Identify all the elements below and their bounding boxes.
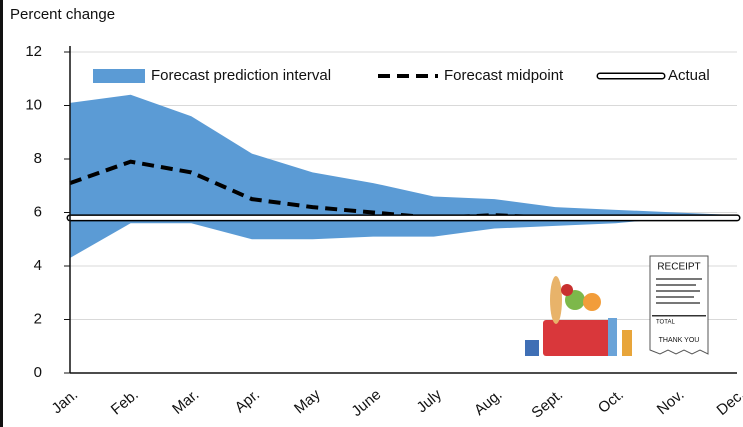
x-tick-label: Apr. — [232, 386, 263, 416]
x-tick-label: Mar. — [169, 386, 202, 418]
grocery-illustration — [525, 276, 632, 356]
x-tick-label: Oct. — [595, 386, 627, 417]
legend-swatch — [93, 69, 145, 83]
prediction-band — [70, 94, 737, 258]
y-tick-label: 8 — [34, 150, 42, 167]
legend-label: Forecast midpoint — [444, 67, 564, 84]
y-tick-label: 4 — [34, 257, 42, 274]
legend-label: Actual — [668, 67, 710, 84]
x-tick-label: June — [348, 386, 384, 420]
y-tick-label: 6 — [34, 203, 42, 220]
y-tick-label: 2 — [34, 310, 42, 327]
x-tick-label: Sept. — [528, 386, 566, 422]
x-tick-label: Feb. — [108, 386, 142, 418]
x-tick-label: Aug. — [471, 386, 506, 419]
receipt-thanks: THANK YOU — [659, 337, 700, 344]
receipt-total: TOTAL — [656, 320, 675, 326]
y-tick-label: 12 — [25, 43, 42, 60]
x-tick-label: Jan. — [48, 386, 81, 417]
receipt-title: RECEIPT — [657, 262, 700, 273]
legend-label: Forecast prediction interval — [151, 67, 331, 84]
y-tick-label: 10 — [25, 96, 42, 113]
x-tick-label: Nov. — [654, 386, 688, 418]
x-tick-label: Dec. — [714, 386, 743, 419]
left-border — [0, 0, 3, 427]
y-axis-title: Percent change — [10, 6, 115, 23]
y-tick-label: 0 — [34, 364, 42, 381]
receipt-illustration: RECEIPT TOTAL THANK YOU — [649, 255, 709, 355]
x-tick-label: May — [291, 386, 324, 418]
x-tick-label: July — [414, 386, 446, 416]
